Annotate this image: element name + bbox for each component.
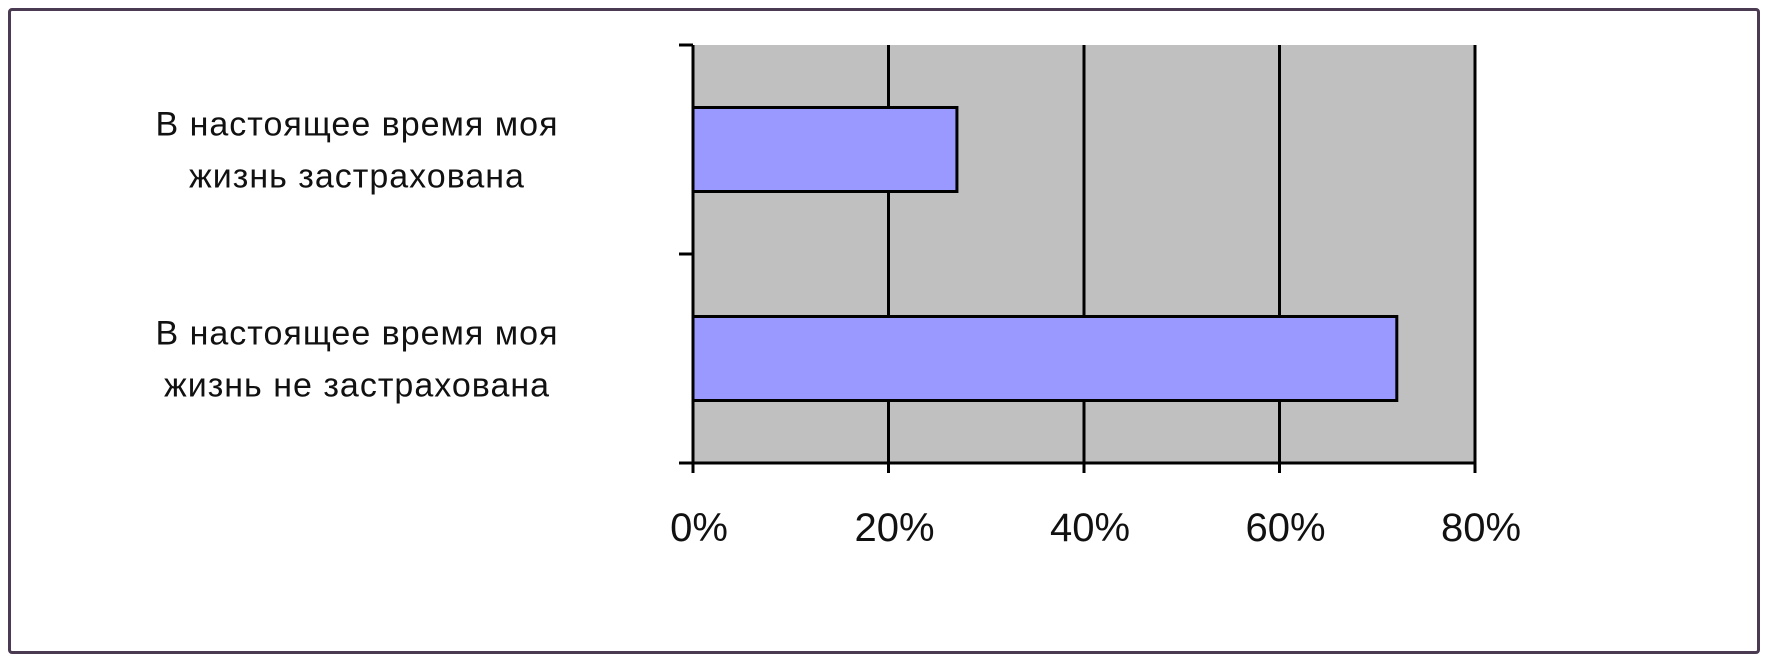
bars: [691, 106, 1399, 402]
category-label: жизнь застрахована: [189, 158, 525, 196]
x-tick-label: 60%: [1245, 506, 1325, 550]
category-labels: В настоящее время моя жизнь застрахована В…: [156, 106, 559, 405]
bar: [691, 315, 1399, 402]
x-tick-label: 20%: [854, 506, 934, 550]
x-tick-label: 40%: [1050, 506, 1130, 550]
axes: [679, 43, 1477, 473]
x-tick-label: 0%: [670, 506, 728, 550]
bar: [691, 106, 959, 193]
category-label: жизнь не застрахована: [164, 367, 550, 405]
x-tick-label: 80%: [1441, 506, 1521, 550]
category-label: В настоящее время моя: [156, 106, 559, 144]
bar-chart: В настоящее время моя жизнь застрахована В…: [156, 43, 1521, 550]
chart-frame: В настоящее время моя жизнь застрахована В…: [8, 8, 1760, 654]
category-label: В настоящее время моя: [156, 315, 559, 353]
tick-labels: 0% 20% 40% 60% 80%: [670, 506, 1521, 550]
